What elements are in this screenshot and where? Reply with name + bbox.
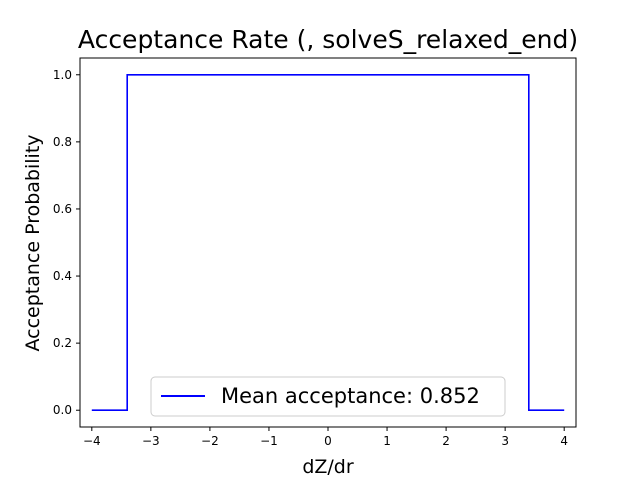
x-tick-label: 2 (442, 434, 450, 448)
series-layer (91, 74, 565, 412)
x-tick-label: 3 (501, 434, 509, 448)
legend: Mean acceptance: 0.852 (150, 376, 506, 417)
y-tick-label: 1.0 (53, 68, 72, 82)
series-line-0 (91, 74, 565, 412)
y-axis-label: Acceptance Probability (22, 134, 44, 351)
x-tick-label: −1 (260, 434, 278, 448)
y-tick-label: 0.8 (53, 135, 72, 149)
x-tick-label: 1 (383, 434, 391, 448)
y-tick-label: 0.2 (53, 336, 72, 350)
y-tick-label: 0.0 (53, 403, 72, 417)
chart-title: Acceptance Rate (, solveS_relaxed_end) (78, 25, 578, 54)
x-axis-label: dZ/dr (302, 456, 354, 478)
x-axis-ticks: −4 −3 −2 −1 0 1 2 3 4 (83, 427, 568, 448)
x-tick-label: −4 (83, 434, 101, 448)
x-tick-label: 4 (560, 434, 568, 448)
legend-box (150, 376, 506, 417)
x-tick-label: −2 (201, 434, 219, 448)
y-axis-ticks: 0.0 0.2 0.4 0.6 0.8 1.0 (53, 68, 80, 417)
x-tick-label: −3 (142, 434, 160, 448)
x-tick-label: 0 (324, 434, 332, 448)
legend-label: Mean acceptance: 0.852 (221, 384, 480, 408)
y-tick-label: 0.4 (53, 269, 72, 283)
y-tick-label: 0.6 (53, 202, 72, 216)
